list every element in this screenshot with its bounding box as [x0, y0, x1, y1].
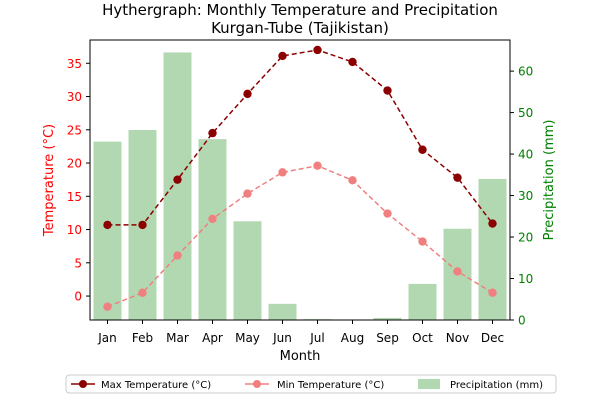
min-temp-point [138, 288, 147, 297]
chart-title-line2: Kurgan-Tube (Tajikistan) [211, 19, 389, 37]
precip-bar [93, 141, 122, 320]
legend-entry-precip: Precipitation (mm) [418, 379, 543, 391]
max-temp-point [453, 173, 462, 182]
right-tick-label: 10 [518, 272, 533, 286]
right-axis: 0 10 20 30 40 50 60 [510, 65, 533, 328]
x-tick-label: Jan [97, 331, 117, 345]
left-tick-label: 20 [67, 157, 82, 171]
legend-entry-max-temp: Max Temperature (°C) [71, 380, 211, 391]
right-axis-label: Precipitation (mm) [542, 120, 557, 241]
right-tick-label: 0 [518, 314, 526, 328]
right-tick-label: 30 [518, 189, 533, 203]
left-tick-label: 5 [74, 256, 82, 270]
x-axis: Jan Feb Mar Apr May Jun Jul Aug Sep Oct Nov Dec [97, 320, 504, 345]
max-temp-point [103, 220, 112, 230]
max-temp-point [313, 45, 322, 55]
legend-precip-label: Precipitation (mm) [450, 380, 543, 391]
x-axis-label: Month [280, 349, 321, 364]
precip-bar [198, 139, 227, 320]
max-temp-point [418, 145, 427, 154]
legend-precip-swatch [418, 379, 440, 389]
x-tick-label: Nov [446, 331, 469, 345]
precipitation-bars [93, 52, 507, 320]
legend-max-label: Max Temperature (°C) [101, 380, 211, 391]
right-tick-label: 20 [518, 231, 533, 245]
max-temp-line [107, 49, 494, 226]
precip-bar [373, 317, 402, 320]
x-tick-label: Mar [166, 331, 189, 345]
max-temp-point [173, 175, 182, 184]
x-tick-label: Feb [132, 331, 153, 345]
plot-frame [89, 39, 511, 321]
left-tick-label: 10 [67, 223, 82, 237]
min-temp-point [453, 267, 462, 276]
left-tick-label: 35 [67, 57, 82, 71]
x-tick-label: Aug [341, 331, 364, 345]
chart-title-line1: Hythergraph: Monthly Temperature and Pre… [102, 1, 498, 19]
max-temp-point [243, 89, 252, 99]
x-tick-label: Jul [309, 331, 324, 345]
right-tick-label: 40 [518, 148, 533, 162]
precip-bar [478, 178, 507, 320]
min-temp-point [418, 237, 427, 246]
right-tick-label: 60 [518, 65, 533, 79]
left-tick-label: 30 [67, 90, 82, 104]
max-temp-point [278, 51, 287, 61]
min-temp-point [278, 168, 287, 177]
max-temp-point [383, 86, 392, 95]
min-temp-line [107, 164, 493, 308]
min-temp-point [243, 189, 252, 198]
x-tick-label: Oct [412, 331, 433, 345]
max-temp-point [138, 220, 147, 230]
min-temp-point [348, 176, 357, 185]
legend-max-marker [79, 380, 87, 388]
min-temp-point [313, 161, 322, 170]
x-tick-label: Apr [202, 331, 223, 345]
legend-min-marker [253, 380, 261, 388]
left-axis-label: Temperature (°C) [42, 124, 57, 237]
x-tick-label: May [235, 331, 260, 345]
left-tick-label: 25 [67, 123, 82, 137]
legend: Max Temperature (°C) Min Temperature (°C… [65, 374, 557, 394]
min-temp-point [103, 302, 112, 311]
right-tick-label: 50 [518, 106, 533, 120]
x-tick-label: Jun [272, 331, 292, 345]
left-tick-label: 15 [67, 190, 82, 204]
left-tick-label: 0 [74, 290, 82, 304]
max-temp-point [488, 219, 497, 228]
x-tick-label: Sep [376, 331, 399, 345]
max-temp-point [208, 128, 217, 138]
precip-bar [233, 221, 262, 320]
precip-bar [268, 303, 297, 320]
precip-bar [408, 283, 437, 320]
legend-min-label: Min Temperature (°C) [277, 380, 384, 391]
max-temp-point [348, 57, 357, 67]
min-temp-point [488, 288, 497, 297]
precip-bar [163, 52, 192, 320]
temperature-lines [103, 45, 497, 311]
legend-entry-min-temp: Min Temperature (°C) [245, 380, 384, 391]
min-temp-point [173, 251, 182, 260]
min-temp-point [208, 214, 217, 224]
x-tick-label: Dec [481, 331, 504, 345]
min-temp-point [383, 209, 392, 218]
left-axis: 0 5 10 15 20 25 30 35 [67, 57, 90, 304]
